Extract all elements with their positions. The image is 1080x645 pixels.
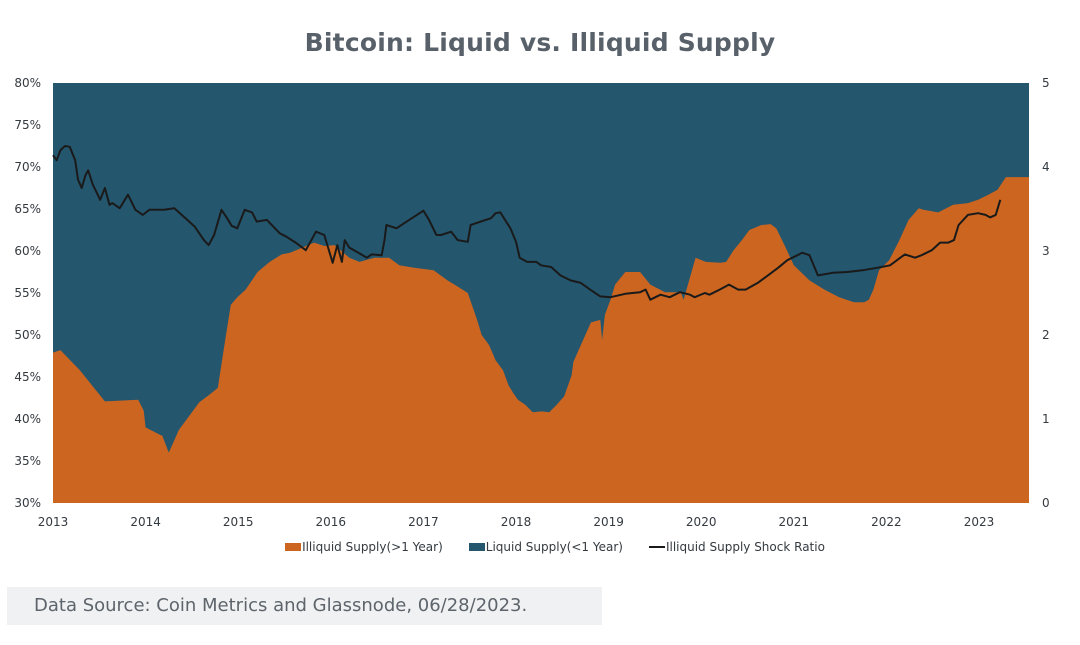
x-tick-label: 2022 bbox=[871, 515, 902, 529]
y-right-tick-label: 1 bbox=[1042, 412, 1050, 426]
y-right-tick-label: 3 bbox=[1042, 244, 1050, 258]
y-right-tick-label: 5 bbox=[1042, 76, 1050, 90]
y-left-tick-label: 80% bbox=[14, 76, 41, 90]
x-axis-ticks: 2013 2014 2015 2016 2017 2018 2019 2020 2021 2022… bbox=[38, 515, 995, 529]
x-tick-label: 2020 bbox=[686, 515, 717, 529]
legend-item-ratio: Illiquid Supply Shock Ratio bbox=[648, 540, 825, 554]
y-left-tick-label: 65% bbox=[14, 202, 41, 216]
x-tick-label: 2023 bbox=[964, 515, 995, 529]
x-tick-label: 2015 bbox=[223, 515, 254, 529]
chart-legend: Illiquid Supply(>1 Year) Liquid Supply(<… bbox=[0, 540, 1080, 554]
legend-swatch-liquid bbox=[468, 543, 485, 551]
y-left-tick-label: 55% bbox=[14, 286, 41, 300]
y-left-tick-label: 30% bbox=[14, 496, 41, 510]
data-source-note: Data Source: Coin Metrics and Glassnode,… bbox=[7, 587, 602, 625]
left-axis-ticks: 80% 75% 70% 65% 60% 55% 50% 45% 40% 35% 30% bbox=[14, 76, 41, 510]
y-left-tick-label: 50% bbox=[14, 328, 41, 342]
y-left-tick-label: 75% bbox=[14, 118, 41, 132]
shock-ratio-line bbox=[52, 145, 1002, 301]
y-left-tick-label: 35% bbox=[14, 454, 41, 468]
legend-label-illiquid: Illiquid Supply(>1 Year) bbox=[302, 540, 443, 554]
x-tick-label: 2014 bbox=[130, 515, 161, 529]
y-right-tick-label: 4 bbox=[1042, 160, 1050, 174]
legend-label-ratio: Illiquid Supply Shock Ratio bbox=[665, 540, 825, 554]
legend-item-liquid: Liquid Supply(<1 Year) bbox=[468, 540, 623, 554]
x-tick-label: 2017 bbox=[408, 515, 439, 529]
y-right-tick-label: 0 bbox=[1042, 496, 1050, 510]
y-left-tick-label: 60% bbox=[14, 244, 41, 258]
legend-swatch-illiquid bbox=[285, 543, 302, 551]
chart-svg: 80% 75% 70% 65% 60% 55% 50% 45% 40% 35% 30% 5 4 3 2 1 0… bbox=[14, 76, 1050, 529]
chart-title: Bitcoin: Liquid vs. Illiquid Supply bbox=[304, 28, 776, 57]
x-tick-label: 2018 bbox=[501, 515, 532, 529]
legend-label-liquid: Liquid Supply(<1 Year) bbox=[485, 540, 623, 554]
x-tick-label: 2016 bbox=[316, 515, 347, 529]
y-left-tick-label: 70% bbox=[14, 160, 41, 174]
legend-swatch-ratio bbox=[648, 546, 665, 548]
right-axis-ticks: 5 4 3 2 1 0 bbox=[1042, 76, 1050, 510]
y-left-tick-label: 40% bbox=[14, 412, 41, 426]
y-right-tick-label: 2 bbox=[1042, 328, 1050, 342]
x-tick-label: 2021 bbox=[779, 515, 810, 529]
illiquid-supply-area bbox=[53, 177, 1029, 503]
legend-item-illiquid: Illiquid Supply(>1 Year) bbox=[285, 540, 443, 554]
x-tick-label: 2019 bbox=[593, 515, 624, 529]
x-tick-label: 2013 bbox=[38, 515, 69, 529]
y-left-tick-label: 45% bbox=[14, 370, 41, 384]
